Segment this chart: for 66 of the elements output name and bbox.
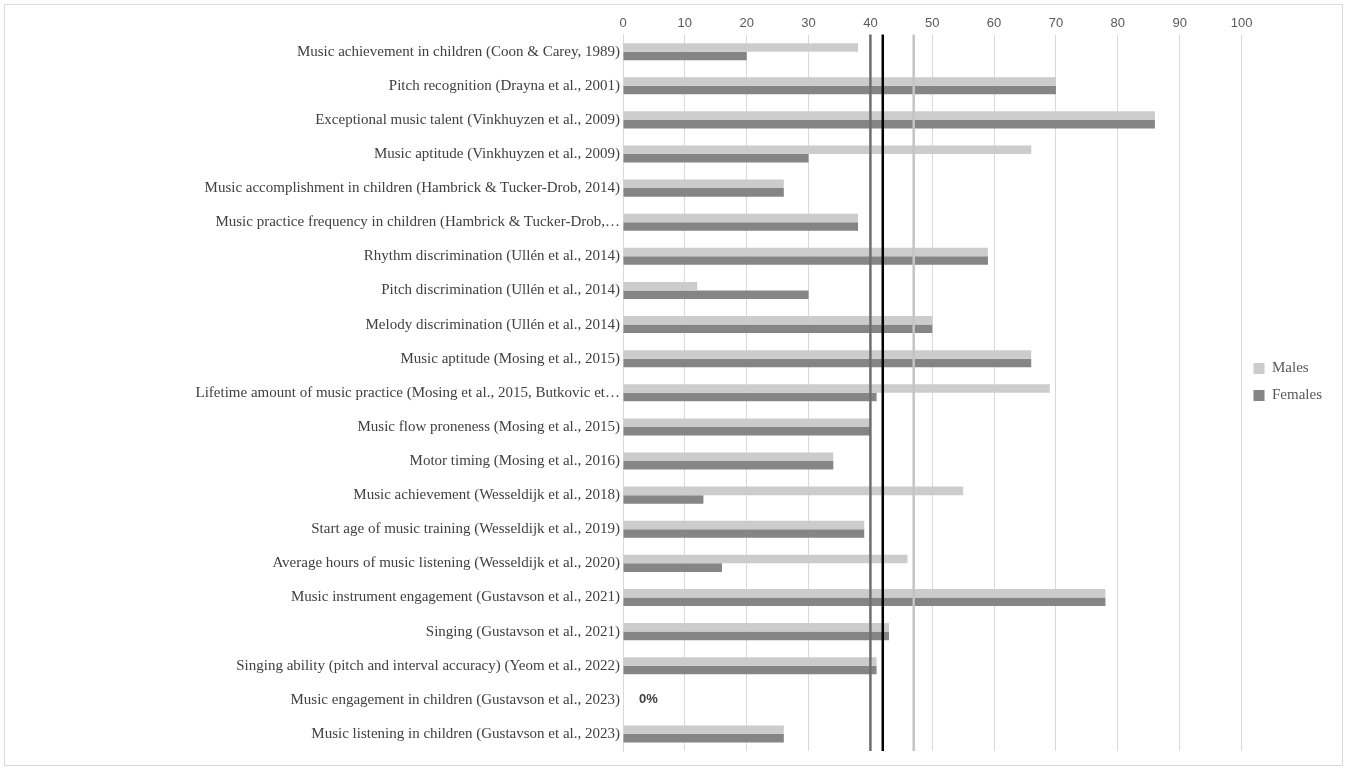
y-tick-label: Pitch discrimination (Ullén et al., 2014) — [381, 281, 620, 299]
bar — [623, 461, 834, 470]
bar — [623, 222, 859, 231]
bar — [623, 657, 877, 666]
y-tick-label: Music achievement in children (Coon & Carey, 1989) — [296, 42, 620, 60]
bar — [623, 418, 871, 427]
y-tick-label: Rhythm discrimination (Ullén et al., 2014) — [363, 247, 620, 265]
x-tick-label: 70 — [1048, 15, 1064, 31]
y-tick-label: Singing ability (pitch and interval accuracy) (Yeom et al., 2022) — [236, 656, 620, 674]
y-tick-label: Motor timing (Mosing et al., 2016) — [409, 451, 620, 469]
y-tick-label: Music listening in children (Gustavson et al., 2023) — [311, 724, 620, 742]
y-tick-label: Music engagement in children (Gustavson et al., 2023) — [290, 690, 620, 708]
bar — [623, 324, 933, 334]
bar — [623, 85, 1056, 95]
bar — [623, 256, 988, 265]
bar — [623, 495, 704, 504]
y-tick-label: Music flow proneness (Mosing et al., 2015) — [357, 417, 620, 435]
bar — [623, 358, 1032, 368]
bar — [623, 119, 1155, 129]
y-tick-label: Music achievement (Wesseldijk et al., 2018) — [353, 486, 620, 504]
y-tick-label: Music instrument engagement (Gustavson et al., 2021) — [290, 588, 620, 606]
y-tick-label: Melody discrimination (Ullén et al., 2014) — [365, 315, 620, 333]
bar — [623, 392, 877, 402]
x-tick-label: 60 — [986, 15, 1002, 31]
bar — [623, 154, 809, 163]
y-tick-label: Pitch recognition (Drayna et al., 2001) — [388, 76, 620, 94]
x-tick-label: 0 — [619, 15, 627, 31]
bar — [623, 179, 784, 189]
bar — [623, 188, 784, 197]
y-tick-label: Start age of music training (Wesseldijk et al., 2019) — [311, 520, 620, 538]
legend-label: Males — [1272, 359, 1309, 376]
y-tick-label: Lifetime amount of music practice (Mosing et al., 2015, Butkovic et… — [195, 383, 620, 401]
bar — [623, 665, 877, 675]
bar — [623, 426, 871, 436]
data-label: 0% — [639, 691, 659, 707]
x-tick-label: 80 — [1110, 15, 1126, 31]
bar — [623, 733, 784, 743]
x-tick-label: 50 — [925, 15, 940, 31]
y-tick-label: Singing (Gustavson et al., 2021) — [425, 622, 620, 640]
bar — [623, 529, 865, 538]
y-tick-label: Exceptional music talent (Vinkhuyzen et al., 2009) — [315, 110, 620, 128]
bar — [623, 520, 865, 530]
x-tick-label: 10 — [677, 15, 693, 31]
bar — [623, 563, 722, 572]
y-tick-label: Music aptitude (Mosing et al., 2015) — [400, 349, 620, 367]
bar — [623, 43, 859, 52]
bar — [623, 290, 809, 299]
bar — [623, 623, 889, 632]
bar — [623, 631, 889, 641]
bar — [623, 213, 859, 223]
y-tick-label: Music aptitude (Vinkhuyzen et al., 2009) — [373, 144, 620, 162]
x-tick-label: 40 — [863, 15, 878, 31]
bar — [623, 597, 1106, 607]
y-tick-label: Music accomplishment in children (Hambrick & Tucker-Drob, 2014) — [204, 179, 620, 197]
bar — [623, 725, 784, 734]
bar — [623, 281, 698, 291]
y-tick-label: Average hours of music listening (Wesseldijk et al., 2020) — [272, 554, 620, 572]
bar — [623, 554, 908, 564]
x-tick-label: 100 — [1230, 15, 1253, 31]
bar — [623, 452, 834, 462]
x-tick-label: 90 — [1172, 15, 1187, 31]
x-tick-label: 30 — [801, 15, 816, 31]
legend-label: Females — [1272, 386, 1323, 403]
y-tick-label: Music practice frequency in children (Hambrick & Tucker-Drob,… — [215, 213, 620, 231]
bar — [623, 51, 747, 61]
x-tick-label: 20 — [739, 15, 754, 31]
